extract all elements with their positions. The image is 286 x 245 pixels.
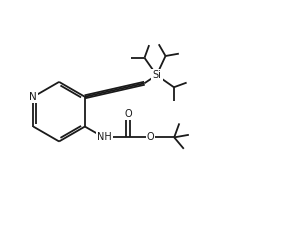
Text: Si: Si	[152, 70, 161, 80]
Text: NH: NH	[97, 132, 112, 142]
Text: O: O	[147, 132, 154, 142]
Text: N: N	[29, 92, 37, 102]
Text: O: O	[124, 109, 132, 119]
